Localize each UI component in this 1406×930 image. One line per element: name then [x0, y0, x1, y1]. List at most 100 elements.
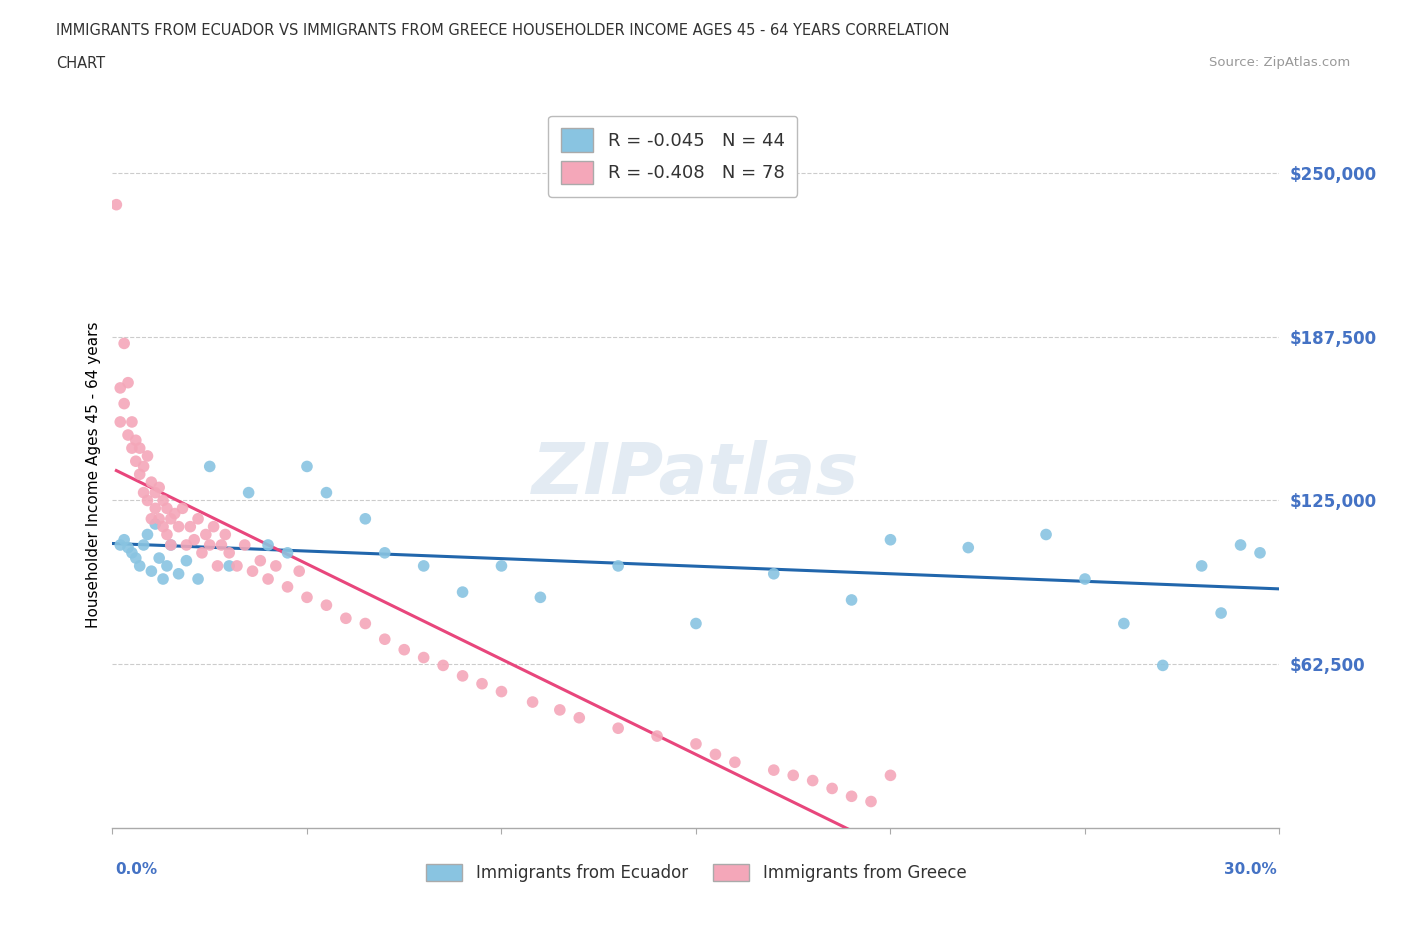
Point: [276, 545, 298, 560]
Point: [249, 553, 271, 568]
Point: [128, 441, 150, 456]
Point: [136, 493, 159, 508]
Point: [176, 553, 198, 568]
Point: [821, 781, 844, 796]
Point: [209, 538, 232, 552]
Point: [110, 415, 132, 430]
Point: [1035, 527, 1057, 542]
Point: [257, 572, 280, 587]
Point: [214, 527, 236, 542]
Point: [374, 631, 396, 646]
Point: [860, 794, 883, 809]
Point: [315, 598, 337, 613]
Point: [522, 695, 544, 710]
Point: [179, 519, 201, 534]
Point: [112, 336, 135, 351]
Text: IMMIGRANTS FROM ECUADOR VS IMMIGRANTS FROM GREECE HOUSEHOLDER INCOME AGES 45 - 6: IMMIGRANTS FROM ECUADOR VS IMMIGRANTS FR…: [56, 23, 949, 38]
Point: [194, 527, 217, 542]
Point: [529, 590, 551, 604]
Point: [112, 396, 135, 411]
Point: [176, 538, 198, 552]
Point: [125, 432, 148, 447]
Point: [128, 559, 150, 574]
Point: [152, 519, 174, 534]
Text: CHART: CHART: [56, 56, 105, 71]
Point: [1249, 545, 1271, 560]
Point: [160, 512, 183, 526]
Point: [1191, 559, 1213, 574]
Point: [121, 545, 143, 560]
Point: [163, 506, 186, 521]
Point: [432, 658, 454, 672]
Point: [412, 650, 434, 665]
Point: [152, 493, 174, 508]
Point: [110, 538, 132, 552]
Point: [704, 747, 727, 762]
Point: [335, 611, 357, 626]
Point: [762, 763, 785, 777]
Point: [128, 467, 150, 482]
Point: [354, 616, 377, 631]
Point: [121, 441, 143, 456]
Point: [568, 711, 591, 725]
Point: [112, 532, 135, 547]
Point: [957, 540, 980, 555]
Point: [879, 768, 901, 783]
Y-axis label: Householder Income Ages 45 - 64 years: Householder Income Ages 45 - 64 years: [86, 321, 101, 628]
Point: [202, 519, 225, 534]
Point: [257, 538, 280, 552]
Text: ZIPatlas: ZIPatlas: [533, 440, 859, 509]
Point: [451, 585, 474, 600]
Point: [879, 532, 901, 547]
Point: [685, 616, 707, 631]
Point: [117, 428, 139, 443]
Point: [491, 684, 513, 699]
Point: [117, 375, 139, 390]
Point: [105, 197, 128, 212]
Point: [143, 501, 166, 516]
Point: [1152, 658, 1174, 672]
Point: [207, 559, 229, 574]
Point: [412, 559, 434, 574]
Point: [136, 527, 159, 542]
Point: [226, 559, 249, 574]
Point: [117, 540, 139, 555]
Point: [645, 728, 668, 743]
Point: [276, 579, 298, 594]
Point: [141, 564, 163, 578]
Point: [1229, 538, 1251, 552]
Point: [1209, 605, 1232, 620]
Point: [121, 415, 143, 430]
Point: [841, 592, 863, 607]
Point: [110, 380, 132, 395]
Point: [394, 643, 416, 658]
Point: [218, 545, 240, 560]
Point: [132, 538, 155, 552]
Point: [198, 538, 221, 552]
Text: 0.0%: 0.0%: [115, 862, 157, 877]
Point: [156, 501, 179, 516]
Point: [152, 572, 174, 587]
Point: [238, 485, 260, 500]
Point: [295, 590, 318, 604]
Point: [1112, 616, 1135, 631]
Point: [156, 559, 179, 574]
Point: [233, 538, 256, 552]
Point: [801, 773, 824, 788]
Point: [132, 485, 155, 500]
Point: [724, 755, 747, 770]
Point: [295, 459, 318, 474]
Point: [242, 564, 264, 578]
Point: [167, 519, 190, 534]
Point: [136, 448, 159, 463]
Point: [191, 545, 214, 560]
Point: [125, 551, 148, 565]
Point: [141, 474, 163, 489]
Text: Source: ZipAtlas.com: Source: ZipAtlas.com: [1209, 56, 1350, 69]
Point: [143, 516, 166, 531]
Point: [172, 501, 194, 516]
Point: [782, 768, 804, 783]
Point: [315, 485, 337, 500]
Point: [160, 538, 183, 552]
Point: [132, 459, 155, 474]
